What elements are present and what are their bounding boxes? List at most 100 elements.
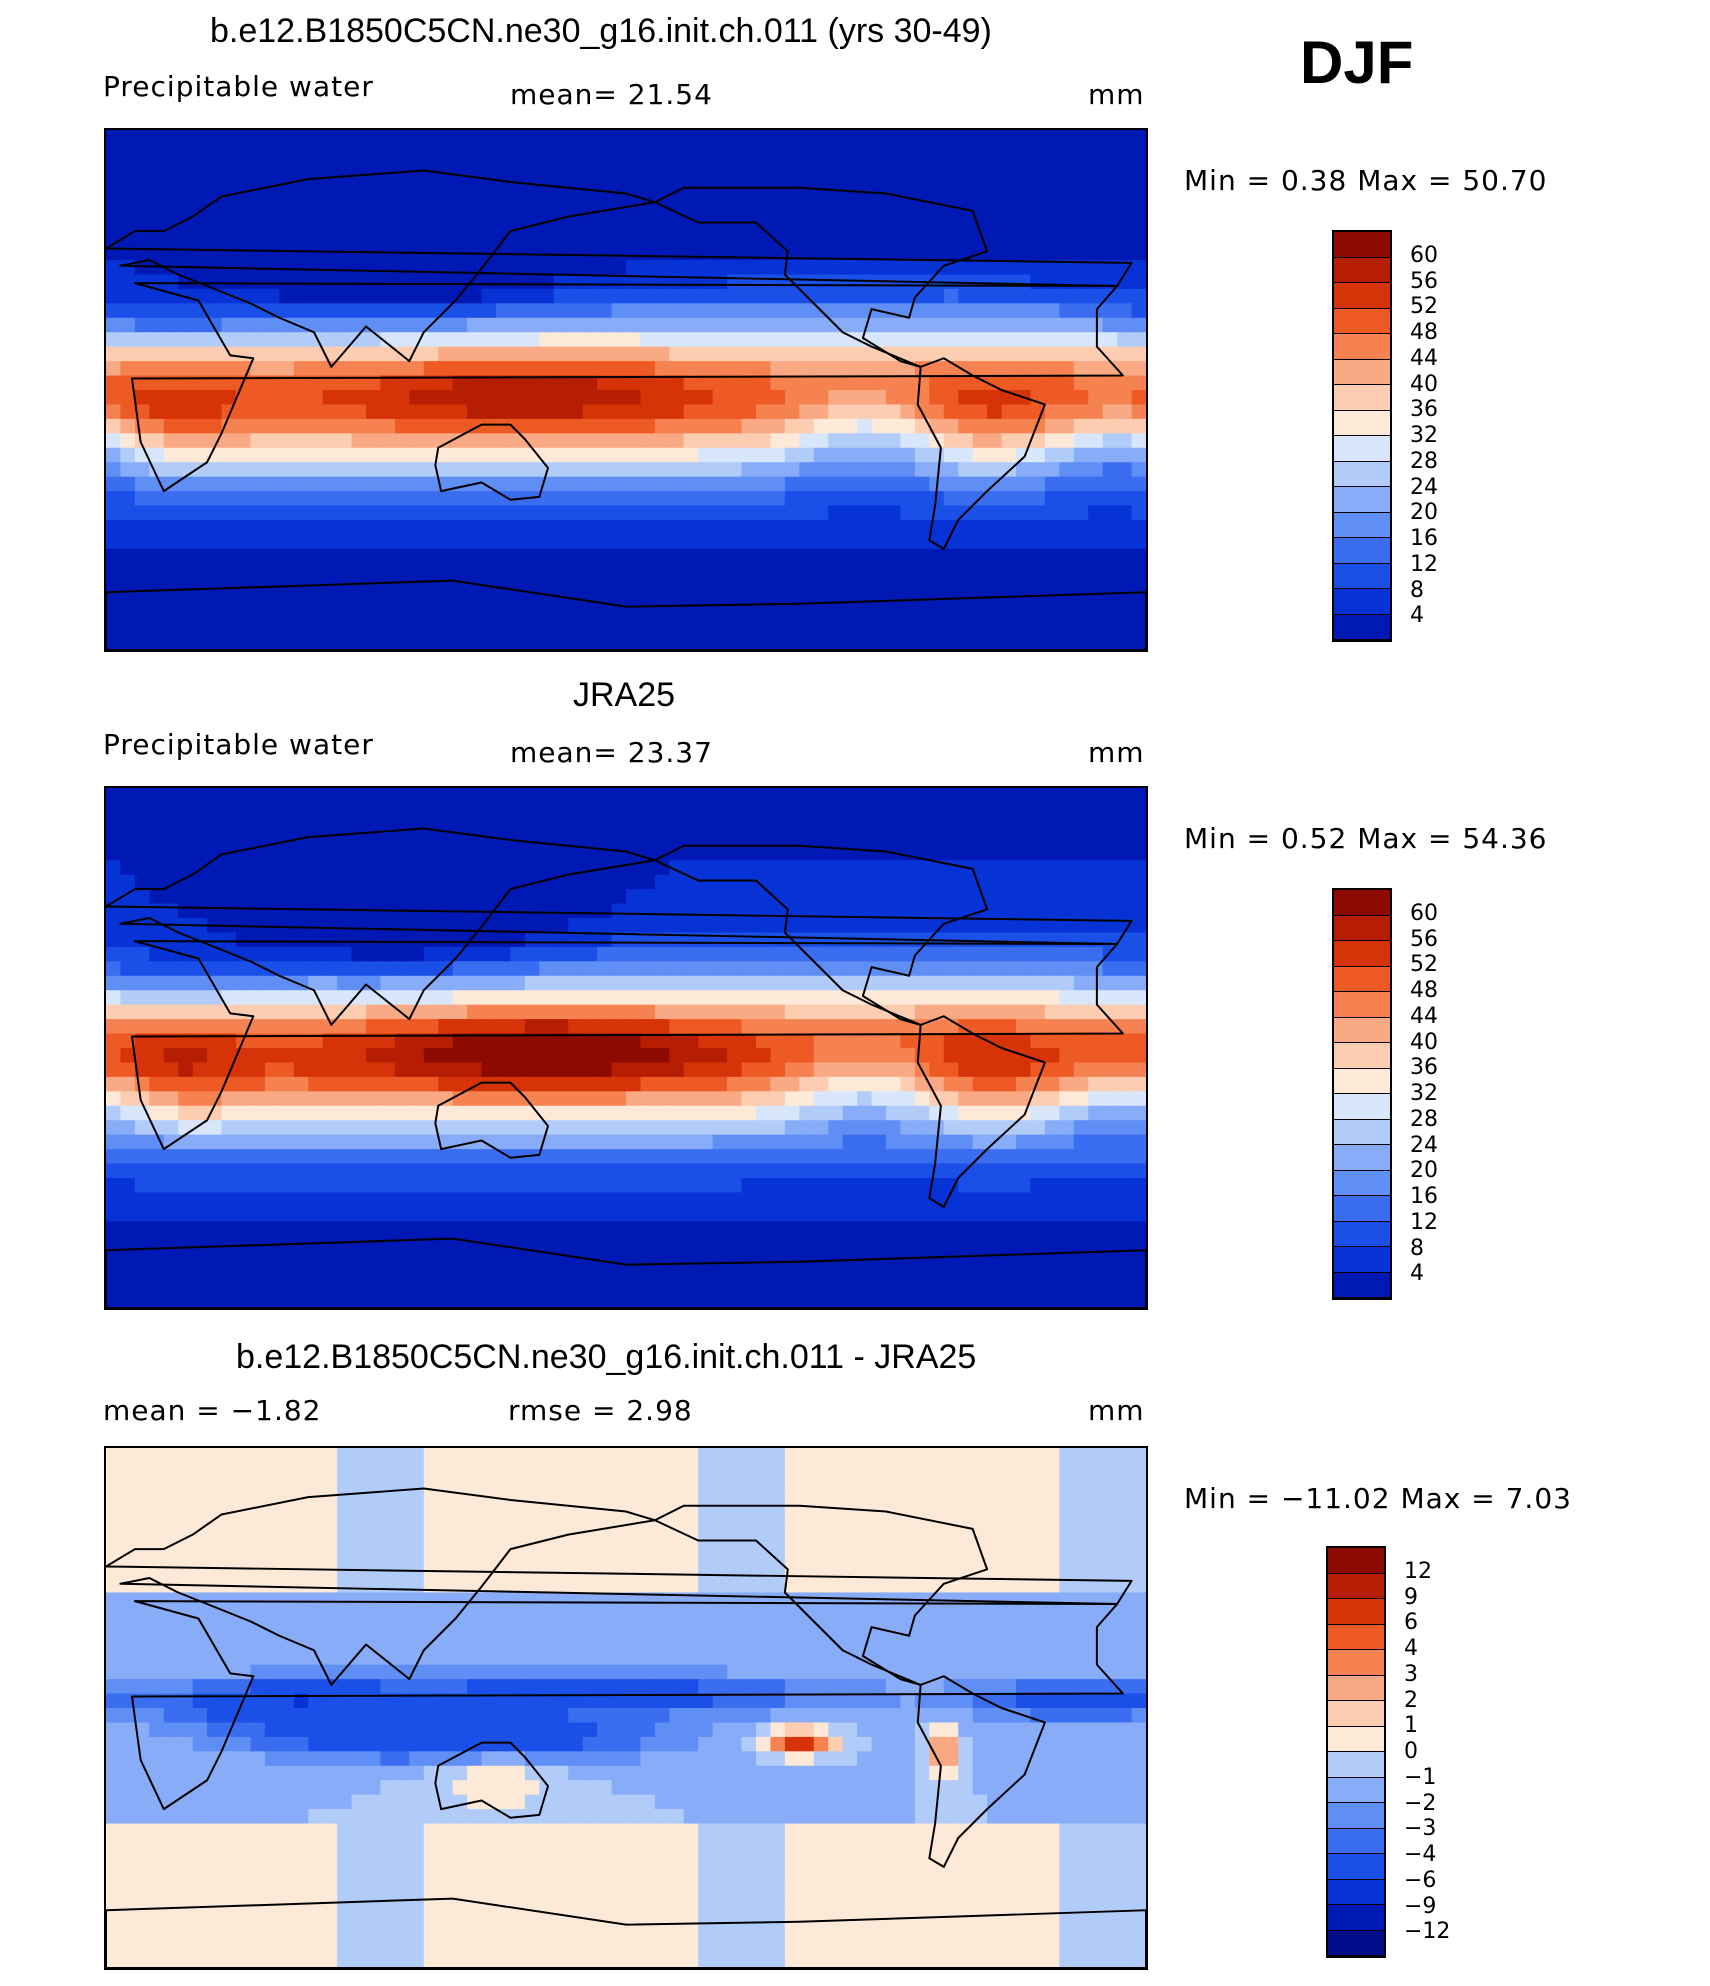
contour-cell [842,505,858,521]
contour-cell [813,375,829,391]
contour-cell [308,802,324,818]
contour-cell [929,874,945,890]
contour-cell [279,903,295,919]
contour-cell [134,1192,150,1208]
contour-cell [149,874,165,890]
contour-cell [813,534,829,550]
contour-cell [900,202,916,218]
contour-cell [857,635,873,650]
contour-cell [366,288,382,304]
contour-cell [279,505,295,521]
contour-cell [597,874,613,890]
contour-cell [366,173,382,189]
contour-cell [524,1250,540,1266]
contour-cell [770,932,786,948]
contour-cell [308,548,324,564]
contour-cell [886,802,902,818]
contour-cell [337,975,353,991]
contour-cell [1088,505,1104,521]
contour-cell [741,1178,757,1194]
contour-cell [900,187,916,203]
contour-cell [857,418,873,434]
contour-cell [221,231,237,247]
contour-cell [423,1076,439,1092]
contour-cell [1117,889,1133,905]
contour-cell [279,1250,295,1266]
contour-cell [149,621,165,637]
contour-cell [438,592,454,608]
contour-cell [524,563,540,579]
contour-cell [264,375,280,391]
contour-cell [582,288,598,304]
contour-cell [207,447,223,463]
contour-cell [264,1019,280,1035]
contour-cell [1073,874,1089,890]
contour-cell [886,317,902,333]
contour-cell [380,932,396,948]
contour-cell [236,274,252,290]
contour-cell [828,592,844,608]
contour-cell [1030,187,1046,203]
contour-cell [1131,303,1146,319]
contour-cell [1102,245,1118,261]
contour-cell [654,1250,670,1266]
contour-cell [351,802,367,818]
contour-cell [1102,447,1118,463]
contour-cell [900,520,916,536]
contour-cell [163,187,179,203]
contour-cell [1030,860,1046,876]
contour-cell [799,975,815,991]
contour-cell [640,816,656,832]
contour-cell [178,447,194,463]
contour-cell [582,1062,598,1078]
contour-cell [539,274,555,290]
contour-cell [943,447,959,463]
contour-cell [481,1192,497,1208]
contour-cell [250,1221,266,1237]
contour-cell [741,961,757,977]
contour-cell [380,831,396,847]
contour-cell [871,606,887,622]
contour-cell [264,1091,280,1107]
contour-cell [727,592,743,608]
contour-cell [698,1192,714,1208]
contour-cell [539,520,555,536]
contour-cell [351,216,367,232]
contour-cell [1102,1221,1118,1237]
contour-cell [250,1149,266,1165]
contour-cell [929,231,945,247]
contour-cell [813,592,829,608]
contour-cell [626,788,642,804]
contour-cell [871,216,887,232]
contour-cell [1073,1235,1089,1251]
contour-cell [654,447,670,463]
contour-cell [1044,447,1060,463]
contour-cell [423,1235,439,1251]
contour-cell [1044,577,1060,593]
contour-cell [264,990,280,1006]
contour-cell [683,390,699,406]
contour-cell [669,577,685,593]
contour-cell [380,874,396,890]
contour-cell [308,231,324,247]
contour-cell [987,505,1003,521]
contour-cell [611,202,627,218]
contour-cell [1044,491,1060,507]
contour-cell [871,447,887,463]
contour-cell [279,447,295,463]
contour-cell [366,187,382,203]
contour-cell [784,1192,800,1208]
contour-cell [698,1178,714,1194]
contour-cell [640,433,656,449]
contour-cell [106,260,122,276]
contour-cell [813,1134,829,1150]
contour-cell [813,1019,829,1035]
contour-cell [828,874,844,890]
contour-cell [120,845,136,861]
contour-cell [496,130,512,146]
contour-cell [1073,918,1089,934]
contour-cell [1016,1019,1032,1035]
contour-cell [1044,1105,1060,1121]
contour-cell [1073,361,1089,377]
contour-cell [654,1062,670,1078]
